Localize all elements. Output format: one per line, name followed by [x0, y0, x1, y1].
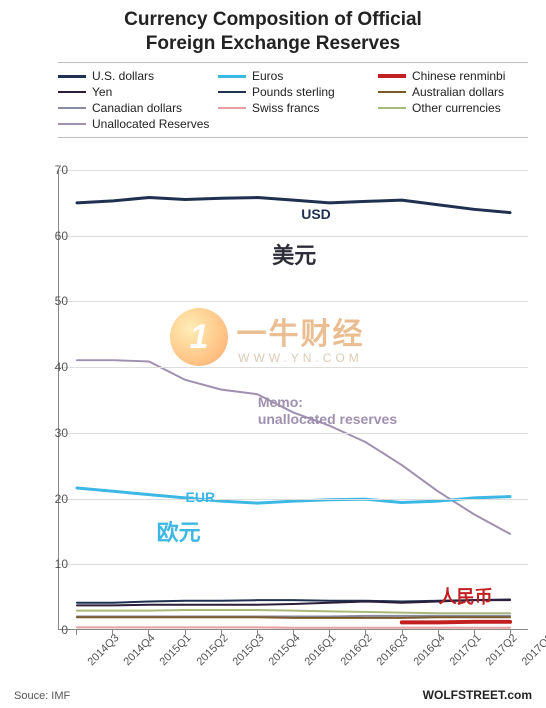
gridline [59, 564, 528, 565]
y-tick-label: 20 [8, 492, 68, 506]
x-tick [148, 630, 149, 635]
legend-item: Canadian dollars [58, 101, 218, 115]
legend-item: Swiss francs [218, 101, 378, 115]
x-tick [221, 630, 222, 635]
series-line [402, 622, 510, 623]
x-tick-label: 2014Q4 [122, 632, 158, 668]
legend-item: Unallocated Reserves [58, 117, 218, 131]
legend-label: Chinese renminbi [412, 69, 505, 83]
y-tick-label: 50 [8, 294, 68, 308]
x-tick [112, 630, 113, 635]
legend-item: Euros [218, 69, 378, 83]
legend-item: Australian dollars [378, 85, 538, 99]
legend-swatch [218, 75, 246, 78]
y-tick-label: 40 [8, 360, 68, 374]
gridline [59, 170, 528, 171]
y-tick-label: 10 [8, 557, 68, 571]
x-tick-label: 2016Q3 [375, 632, 411, 668]
y-tick-label: 0 [8, 623, 68, 637]
x-tick [329, 630, 330, 635]
legend-label: Pounds sterling [252, 85, 335, 99]
x-tick-label: 2016Q2 [339, 632, 375, 668]
x-tick-label: 2015Q2 [194, 632, 230, 668]
legend-label: Yen [92, 85, 112, 99]
footer-source: Souce: IMF [14, 690, 70, 702]
x-tick [76, 630, 77, 635]
page: Currency Composition of Official Foreign… [0, 0, 546, 708]
series-line [77, 360, 510, 534]
footer-credit: WOLFSTREET.com [423, 688, 532, 702]
legend-swatch [218, 91, 246, 93]
legend-swatch [58, 107, 86, 109]
x-tick-label: 2016Q4 [411, 632, 447, 668]
x-tick [510, 630, 511, 635]
legend-swatch [58, 91, 86, 93]
gridline [59, 499, 528, 500]
x-tick [402, 630, 403, 635]
gridline [59, 367, 528, 368]
chart-title: Currency Composition of Official Foreign… [0, 8, 546, 56]
x-tick-label: 2015Q3 [230, 632, 266, 668]
legend-row: Unallocated Reserves [58, 117, 528, 131]
x-tick [438, 630, 439, 635]
legend-item: Other currencies [378, 101, 538, 115]
title-line-1: Currency Composition of Official [124, 9, 422, 30]
legend-item: Chinese renminbi [378, 69, 538, 83]
legend-swatch [58, 75, 86, 78]
legend-label: Other currencies [412, 101, 501, 115]
x-tick [474, 630, 475, 635]
x-tick-label: 2017Q3 [519, 632, 546, 668]
series-line [77, 198, 510, 213]
x-tick [293, 630, 294, 635]
gridline [59, 236, 528, 237]
legend-row: Canadian dollars Swiss francs Other curren… [58, 101, 528, 115]
title-line-2: Foreign Exchange Reserves [146, 33, 401, 54]
legend-swatch [378, 74, 406, 78]
legend-item: Yen [58, 85, 218, 99]
legend-row: U.S. dollars Euros Chinese renminbi [58, 69, 528, 83]
x-tick-label: 2017Q2 [483, 632, 519, 668]
y-tick-label: 60 [8, 229, 68, 243]
legend: U.S. dollars Euros Chinese renminbi Yen Poun… [58, 62, 528, 138]
legend-item: U.S. dollars [58, 69, 218, 83]
legend-swatch [378, 91, 406, 93]
legend-label: Euros [252, 69, 283, 83]
x-tick-label: 2017Q1 [447, 632, 483, 668]
gridline [59, 301, 528, 302]
legend-label: Australian dollars [412, 85, 504, 99]
legend-row: Yen Pounds sterling Australian dollars [58, 85, 528, 99]
x-tick-label: 2015Q1 [158, 632, 194, 668]
y-tick-label: 30 [8, 426, 68, 440]
y-tick-label: 70 [8, 163, 68, 177]
legend-swatch [58, 123, 86, 125]
x-tick-label: 2016Q1 [302, 632, 338, 668]
x-tick-label: 2015Q4 [266, 632, 302, 668]
legend-item: Pounds sterling [218, 85, 378, 99]
x-tick [185, 630, 186, 635]
x-tick [365, 630, 366, 635]
legend-label: Unallocated Reserves [92, 117, 209, 131]
series-line [77, 610, 510, 613]
legend-label: Swiss francs [252, 101, 319, 115]
gridline [59, 433, 528, 434]
x-tick-label: 2014Q3 [85, 632, 121, 668]
x-tick [257, 630, 258, 635]
legend-swatch [218, 107, 246, 109]
series-line [77, 617, 510, 618]
chart-lines [59, 170, 528, 629]
legend-swatch [378, 107, 406, 109]
plot-area: USD美元Memo:unallocated reservesEUR欧元人民币 [58, 170, 528, 630]
legend-label: U.S. dollars [92, 69, 154, 83]
legend-label: Canadian dollars [92, 101, 182, 115]
